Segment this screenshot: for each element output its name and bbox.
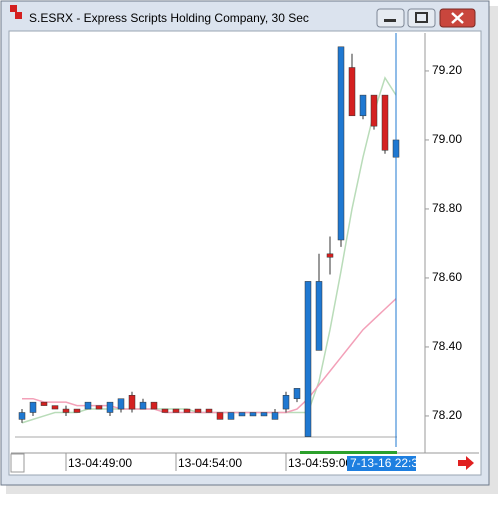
x-tick-label: 13-04:49:00 [68,456,132,470]
candle-body [205,408,213,413]
chart-area [8,30,482,476]
minimize-icon [384,19,396,22]
candle-body [359,94,367,117]
crosshair-label-box [347,456,416,471]
candle-body [282,395,290,410]
candle-body [62,408,70,413]
close-icon [451,12,464,24]
candle-body [271,412,279,420]
candle-body [40,401,48,406]
x-tick-label: 13-04:59:00 [288,456,352,470]
candle-body [18,412,26,420]
x-tick-label: 13-04:54:00 [178,456,242,470]
y-tick-label: 79.20 [432,63,462,77]
y-tick-label: 78.20 [432,408,462,422]
candle-body [150,401,158,410]
candle-body [95,405,103,410]
candle-body [238,412,246,417]
candle-body [370,94,378,127]
candle-body [73,408,81,413]
candle-body [249,412,257,417]
crosshair-label: 7-13-16 22:34:00 [350,456,442,470]
y-tick-label: 78.40 [432,339,462,353]
maximize-icon [415,12,428,23]
candle-body [194,408,202,413]
candle-body [293,388,301,399]
app-icon [15,12,22,19]
candle-body [304,281,312,437]
candle-body [139,401,147,410]
y-tick-label: 78.80 [432,201,462,215]
candle-body [51,405,59,410]
app-icon [10,5,17,12]
candle-body [84,401,92,410]
candle-body [29,401,37,413]
candle-body [128,395,136,410]
candle-body [172,408,180,413]
maximize-button[interactable] [407,8,436,28]
y-tick-label: 79.00 [432,132,462,146]
minimize-button[interactable] [376,8,405,28]
candle-body [161,408,169,413]
candle-body [117,398,125,410]
candle-body [348,67,356,117]
scroll-arrow[interactable] [458,456,474,470]
candle-body [381,94,389,151]
window-title: S.ESRX - Express Scripts Holding Company… [29,11,309,25]
candle-body [315,281,323,351]
scroll-box[interactable] [10,453,25,473]
candle-body [337,46,345,241]
y-tick-label: 78.60 [432,270,462,284]
candle-body [216,412,224,420]
candle-body [106,401,114,413]
candle-body [326,253,334,258]
session-bar [300,451,397,454]
candle-body [183,408,191,413]
candle-body [260,412,268,417]
candle-body [227,412,235,420]
